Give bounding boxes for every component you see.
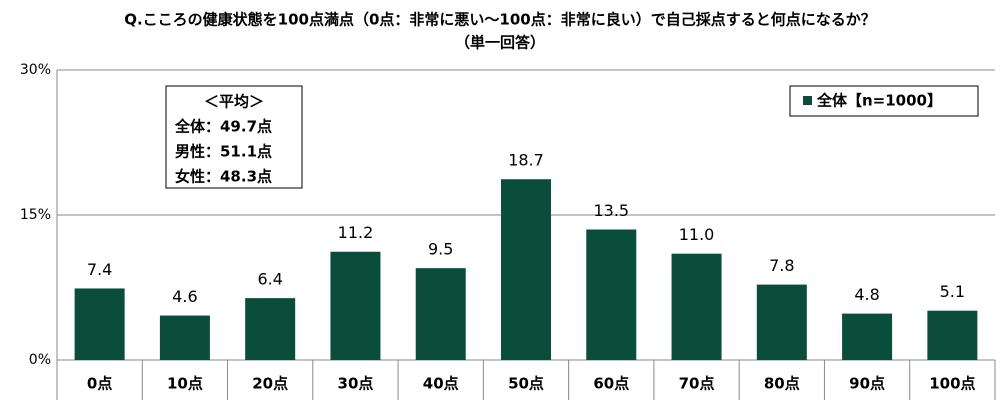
bar [842,313,893,360]
x-tick-label: 70点 [679,375,715,393]
bar [501,179,551,360]
data-label: 7.4 [87,260,112,279]
annotation: 男性：51.1点 [175,143,272,161]
data-label: 6.4 [257,270,282,289]
data-label: 11.2 [338,223,374,242]
annotation-box [165,85,303,189]
x-tick-label: 0点 [87,375,112,393]
x-tick-label: 80点 [764,375,800,393]
y-tick-label: 15% [20,207,51,223]
data-label: 7.8 [769,256,794,275]
bar [415,268,466,360]
bar [586,229,637,360]
annotation: 女性：48.3点 [175,168,272,186]
data-label: 4.6 [172,287,197,306]
annotation: 全体：49.7点 [174,118,272,136]
bar [671,253,722,360]
legend-box [789,85,979,117]
x-tick-label: 40点 [423,375,459,393]
bar [927,310,978,360]
bar [159,315,210,360]
data-label: 11.0 [679,225,715,244]
bar [245,298,296,360]
data-label: 4.8 [854,285,879,304]
data-label: 9.5 [428,240,453,259]
bar [756,284,807,360]
bar [74,288,125,360]
x-tick-label: 60点 [593,375,629,393]
data-label: 5.1 [940,282,965,301]
x-tick-label: 10点 [167,375,203,393]
bar [330,251,381,360]
annotation: ＜平均＞ [204,93,264,111]
y-tick-label: 0% [29,352,51,368]
legend-swatch [803,96,812,105]
legend-label: 全体【n=1000】 [816,92,942,110]
chart-subtitle: （単一回答） [455,34,545,52]
x-tick-label: 20点 [252,375,288,393]
y-tick-label: 30% [20,62,51,78]
x-tick-label: 50点 [508,375,544,393]
x-tick-label: 30点 [338,375,374,393]
data-label: 18.7 [508,151,544,170]
data-label: 13.5 [593,201,629,220]
x-tick-label: 100点 [929,375,975,393]
x-tick-label: 90点 [849,375,885,393]
chart-title: Q.こころの健康状態を100点満点（0点：非常に悪い～100点：非常に良い）で自… [124,11,876,29]
